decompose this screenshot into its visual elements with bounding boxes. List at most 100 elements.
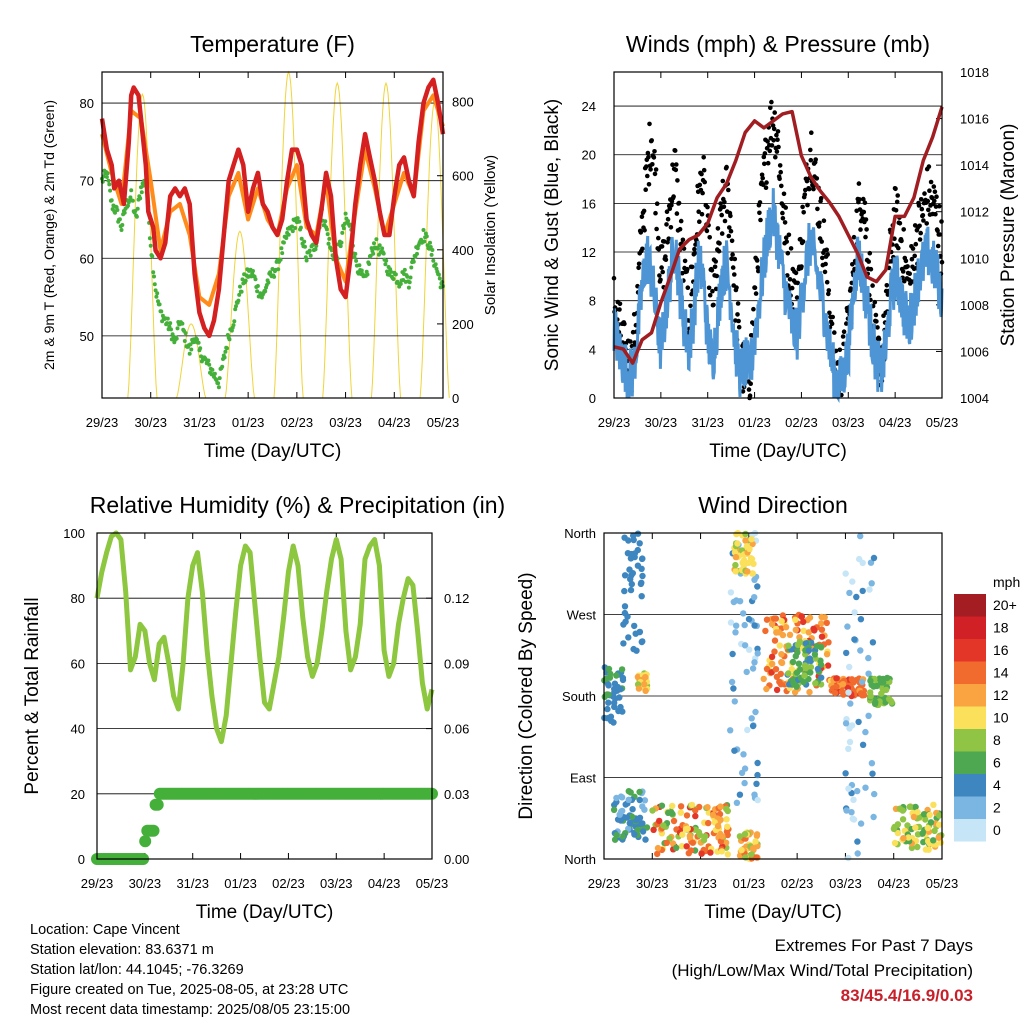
direction-point bbox=[754, 645, 761, 652]
humidity-ytick-label: 20 bbox=[71, 787, 85, 802]
dewpoint-point bbox=[430, 248, 435, 252]
dewpoint-point bbox=[385, 269, 389, 274]
direction-point bbox=[683, 812, 691, 819]
direction-point bbox=[931, 827, 938, 835]
direction-point bbox=[626, 820, 633, 827]
dewpoint-point bbox=[107, 182, 112, 187]
gust-point bbox=[715, 226, 721, 231]
dewpoint-point bbox=[391, 277, 396, 281]
winds-ytick-label: 20 bbox=[582, 148, 596, 163]
gust-point bbox=[820, 255, 825, 261]
temperature-y2label: Solar Insolation (Yellow) bbox=[482, 155, 499, 315]
gust-point bbox=[755, 265, 761, 270]
humidity-ytick-label: 100 bbox=[63, 526, 85, 541]
direction-point bbox=[687, 847, 695, 854]
direction-point bbox=[858, 678, 866, 686]
direction-point bbox=[853, 593, 860, 601]
direction-point bbox=[805, 629, 812, 636]
direction-point bbox=[731, 747, 738, 754]
gust-point bbox=[937, 203, 942, 209]
gust-point bbox=[933, 211, 938, 217]
direction-point bbox=[818, 626, 826, 633]
direction-point bbox=[843, 649, 850, 657]
dewpoint-point bbox=[128, 195, 133, 200]
gust-point bbox=[901, 227, 906, 232]
direction-point bbox=[839, 681, 847, 688]
direction-point bbox=[605, 665, 613, 673]
dewpoint-point bbox=[225, 346, 229, 351]
direction-point bbox=[632, 630, 639, 637]
legend-label: 16 bbox=[993, 642, 1009, 658]
gust-point bbox=[808, 147, 813, 153]
direction-point bbox=[801, 662, 809, 669]
direction-point bbox=[669, 802, 676, 810]
dewpoint-point bbox=[341, 226, 346, 231]
dewpoint-point bbox=[156, 299, 160, 304]
dewpoint-point bbox=[434, 266, 439, 271]
direction-point bbox=[656, 817, 663, 825]
direction-point bbox=[770, 615, 778, 622]
dewpoint-point bbox=[325, 232, 330, 237]
gust-point bbox=[617, 301, 623, 307]
gust-point bbox=[701, 167, 707, 173]
direction-point bbox=[724, 851, 731, 858]
direction-point bbox=[920, 811, 928, 818]
dewpoint-point bbox=[139, 190, 144, 195]
direction-point bbox=[723, 816, 730, 823]
dewpoint-point bbox=[231, 323, 236, 328]
direction-point bbox=[833, 683, 840, 690]
gust-point bbox=[932, 198, 937, 204]
gust-point bbox=[748, 381, 753, 387]
direction-point bbox=[910, 813, 918, 821]
direction-point bbox=[729, 650, 736, 658]
direction-point bbox=[806, 688, 813, 696]
gust-point bbox=[895, 193, 900, 198]
direction-point bbox=[611, 703, 618, 711]
gust-point bbox=[778, 169, 783, 175]
dewpoint-point bbox=[229, 328, 234, 333]
dewpoint-point bbox=[374, 237, 379, 242]
gust-point bbox=[931, 184, 937, 189]
humidity-ylabel: Percent & Total Rainfall bbox=[22, 597, 43, 794]
direction-point bbox=[914, 809, 921, 816]
direction-point bbox=[831, 689, 839, 697]
direction-point bbox=[746, 646, 753, 653]
direction-point bbox=[727, 589, 735, 596]
winds-frame bbox=[613, 71, 943, 399]
gust-point bbox=[726, 187, 731, 193]
gust-point bbox=[863, 234, 868, 240]
direction-point bbox=[635, 685, 643, 692]
gust-point bbox=[826, 291, 831, 297]
winds-ylabel: Sonic Wind & Gust (Blue, Black) bbox=[542, 99, 563, 371]
gust-point bbox=[900, 269, 906, 274]
dewpoint-point bbox=[182, 339, 187, 343]
gust-point bbox=[712, 264, 718, 270]
direction-point bbox=[613, 794, 620, 802]
direction-point bbox=[800, 618, 807, 626]
gust-point bbox=[926, 207, 931, 213]
insolation-line bbox=[224, 230, 255, 399]
dewpoint-point bbox=[129, 188, 134, 193]
dewpoint-point bbox=[313, 247, 318, 252]
direction-point bbox=[689, 839, 696, 846]
direction-point bbox=[621, 572, 629, 579]
direction-point bbox=[741, 779, 748, 787]
direction-point bbox=[627, 586, 635, 594]
direction-point bbox=[867, 677, 874, 685]
direction-point bbox=[698, 850, 705, 857]
legend-swatch bbox=[954, 751, 986, 774]
gust-point bbox=[801, 210, 806, 215]
direction-point bbox=[634, 530, 642, 537]
direction-point bbox=[867, 559, 875, 566]
dewpoint-point bbox=[159, 309, 164, 314]
dewpoint-point bbox=[431, 258, 436, 263]
extremes-title: Extremes For Past 7 Days bbox=[774, 936, 973, 955]
direction-point bbox=[801, 672, 808, 679]
direction-point bbox=[642, 674, 649, 681]
gust-point bbox=[784, 239, 789, 244]
direction-point bbox=[904, 822, 911, 829]
direction-point bbox=[899, 816, 907, 823]
dewpoint-point bbox=[180, 321, 185, 326]
direction-point bbox=[751, 622, 758, 629]
direction-point bbox=[843, 807, 850, 814]
